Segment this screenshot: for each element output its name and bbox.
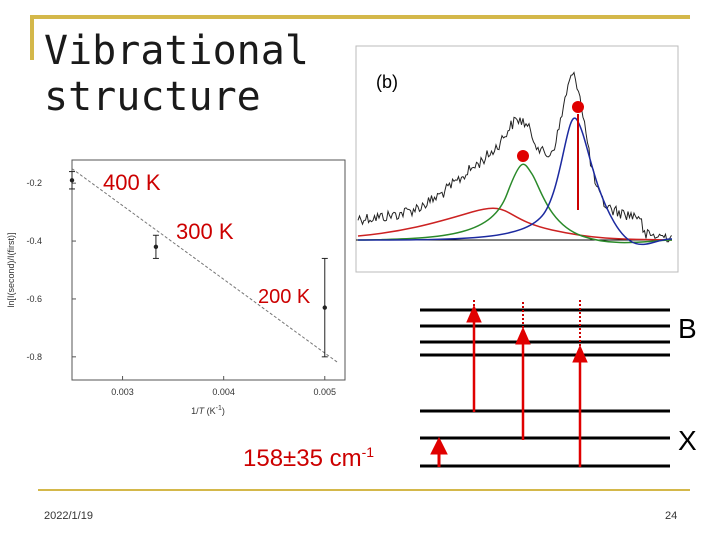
spectrum-panel: (b) [355,45,679,273]
energy-spacing-label: 158±35 cm-1 [243,444,374,473]
spectrum-experimental-trace [357,71,672,243]
x-axis-label-var: T [199,406,206,416]
y-tick-label: -0.8 [26,352,42,362]
x-axis-label-exp: -1 [216,405,222,412]
x-tick-label: 0.005 [314,387,337,397]
energy-spacing-value: 158±35 cm [243,445,362,472]
label-300k: 300 K [176,219,234,244]
plot-ticks: 0.003 0.004 0.005 -0.2 -0.4 -0.6 -0.8 [26,178,336,397]
energy-level-diagram [420,300,670,468]
spectrum-fit-blue [357,117,673,246]
x-axis-label-main: 1/ [191,406,199,416]
x-axis-label-close: ) [222,406,225,416]
data-point [322,305,327,310]
y-tick-label: -0.6 [26,294,42,304]
transition-arrow-1-head [466,304,482,323]
arrhenius-plot: 0.003 0.004 0.005 -0.2 -0.4 -0.6 -0.8 ln[I(sec… [6,159,346,416]
dashed-connectors [473,300,581,346]
data-point [153,244,159,250]
spectrum-fit-red [357,207,673,241]
slide-title-line2: structure [44,74,261,120]
data-point [69,178,75,183]
transition-arrows [430,304,588,467]
slide-page-number: 24 [665,510,678,522]
plot-frame [71,159,346,381]
label-lower-state: X [678,425,697,456]
upper-levels [420,308,670,357]
y-tick-label: -0.4 [26,236,42,246]
spectrum-frame [355,45,679,273]
y-tick-label: -0.2 [26,178,42,188]
peak-marker-2 [572,101,584,113]
x-axis-label-unit: (K [204,406,216,416]
slide-title: Vibrational structure [44,28,309,120]
slide-date: 2022/1/19 [44,510,93,522]
transition-arrow-2-head [515,326,531,345]
peak-marker-1 [517,150,529,162]
lower-levels [420,409,670,468]
plot-points [69,171,328,358]
label-upper-state: B [678,313,697,344]
transition-arrow-3-head [572,344,588,363]
energy-spacing-exponent: -1 [361,444,375,460]
label-200k: 200 K [258,286,311,308]
spectrum-panel-label: (b) [376,72,398,92]
x-tick-label: 0.003 [111,387,134,397]
spectrum-fit-green [357,163,673,244]
x-tick-label: 0.004 [212,387,235,397]
label-400k: 400 K [103,170,161,195]
title-bracket [30,15,690,60]
thermal-arrow-head [430,436,448,455]
slide-title-line1: Vibrational [44,28,309,74]
x-axis-label: 1/T (K-1) [191,405,225,416]
y-axis-label: ln[I(second)/I(first)] [6,232,16,307]
